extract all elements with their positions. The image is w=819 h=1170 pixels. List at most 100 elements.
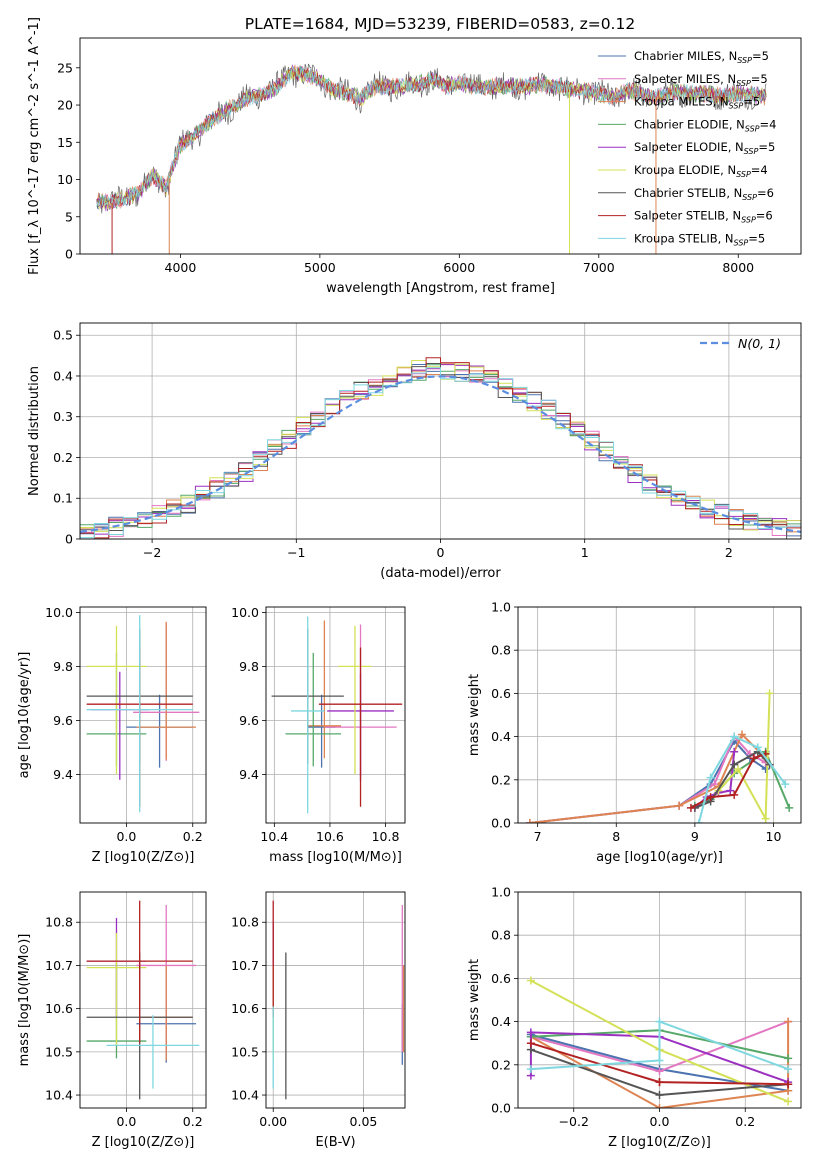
weight-marker xyxy=(734,765,743,773)
y-tick-label: 1.0 xyxy=(491,600,511,615)
x-axis-label: mass [log10(M/M⊙)] xyxy=(269,850,402,865)
panel-age-vs-mass: 10.4 10.6 10.8 9.4 9.6 9.8 10.0 mass [log10(M/M… xyxy=(231,605,406,865)
y-tick-label: 20 xyxy=(57,98,73,113)
y-tick-label: 0.8 xyxy=(491,643,511,658)
figure-title: PLATE=1684, MJD=53239, FIBERID=0583, z=0… xyxy=(245,15,635,33)
y-tick-label: 0.3 xyxy=(53,409,73,424)
y-tick-label: 9.4 xyxy=(239,767,259,782)
plot-area xyxy=(86,900,200,1100)
legend-label: Salpeter STELIB, NSSP=6 xyxy=(634,209,773,225)
x-tick-label: 9 xyxy=(691,829,699,844)
plot-area xyxy=(80,357,801,539)
y-tick-label: 0.2 xyxy=(491,1057,511,1072)
weight-marker xyxy=(686,803,695,812)
y-tick-label: 0.4 xyxy=(53,368,73,383)
x-axis-label: E(B-V) xyxy=(315,1135,355,1150)
y-tick-label: 10.4 xyxy=(45,1088,73,1103)
y-tick-label: 10.4 xyxy=(231,1088,259,1103)
x-tick-label: 1 xyxy=(581,545,589,560)
x-tick-label: 10.8 xyxy=(372,829,400,844)
weight-marker xyxy=(784,1065,793,1074)
legend: Chabrier MILES, NSSP=5 Salpeter MILES, NS… xyxy=(598,49,776,247)
y-tick-label: 10 xyxy=(57,172,73,187)
weight-marker xyxy=(784,1080,793,1089)
y-tick-label: 0.4 xyxy=(491,1014,511,1029)
y-tick-label: 0.6 xyxy=(491,686,511,701)
y-tick-label: 9.6 xyxy=(53,713,73,728)
x-tick-label: 5000 xyxy=(304,260,336,275)
y-tick-label: 10.0 xyxy=(231,605,259,620)
x-tick-label: 2 xyxy=(725,545,733,560)
weight-marker xyxy=(785,803,794,812)
legend-label: Kroupa ELODIE, NSSP=4 xyxy=(634,163,768,179)
axes-frame xyxy=(79,891,207,1109)
y-tick-label: 9.6 xyxy=(239,713,259,728)
y-tick-label: 0.0 xyxy=(491,816,511,831)
spectrum-line xyxy=(96,67,767,208)
panel-age-vs-Z: 0.0 0.2 9.4 9.6 9.8 10.0 Z [log10(Z/Z⊙)] age [l… xyxy=(17,605,207,865)
weight-marker xyxy=(525,819,534,823)
y-tick-label: 10.6 xyxy=(45,1001,73,1016)
weight-marker xyxy=(784,1097,793,1106)
x-axis-label: wavelength [Angstrom, rest frame] xyxy=(326,281,555,296)
y-tick-label: 9.8 xyxy=(53,659,73,674)
axes-frame xyxy=(79,322,802,540)
x-tick-label: 0 xyxy=(437,545,445,560)
weight-marker xyxy=(730,760,739,769)
x-tick-label: 0.2 xyxy=(735,1114,755,1129)
plot-area xyxy=(272,900,405,1100)
x-tick-label: 7 xyxy=(534,829,542,844)
x-tick-label: 0.0 xyxy=(650,1114,670,1129)
weight-marker xyxy=(730,747,739,756)
legend-label: Salpeter MILES, NSSP=5 xyxy=(634,72,768,88)
weight-marker xyxy=(655,1017,664,1026)
y-tick-label: 10.7 xyxy=(231,958,259,973)
weight-marker xyxy=(655,1104,664,1108)
panel-weight-vs-Z: −0.2 0.0 0.2 0.0 0.2 0.4 0.6 0.8 1.0 Z [log10(Z/Z… xyxy=(467,885,802,1150)
weight-marker xyxy=(784,1054,793,1063)
weight-marker xyxy=(655,1067,664,1076)
y-axis-label: mass [log10(M/M⊙)] xyxy=(17,934,32,1067)
weight-marker xyxy=(526,976,535,985)
panel-weight-vs-age: 7 8 9 10 0.0 0.2 0.4 0.6 0.8 1.0 age [log10(age/yr… xyxy=(467,600,802,865)
y-tick-label: 0.0 xyxy=(491,1101,511,1116)
plot-area xyxy=(96,63,767,254)
weight-marker xyxy=(730,790,739,799)
y-tick-label: 1.0 xyxy=(491,885,511,900)
weight-marker xyxy=(655,1056,664,1065)
y-tick-label: 0.4 xyxy=(491,729,511,744)
y-tick-label: 0 xyxy=(65,532,73,547)
x-axis-label: Z [log10(Z/Z⊙)] xyxy=(608,1135,711,1150)
y-axis-label: age [log10(age/yr)] xyxy=(17,652,32,779)
weight-marker xyxy=(655,1078,664,1087)
legend-label: Kroupa MILES, NSSP=5 xyxy=(634,95,760,111)
x-tick-label: 0.05 xyxy=(350,1114,378,1129)
axes-frame xyxy=(79,37,802,255)
legend-label: Chabrier MILES, NSSP=5 xyxy=(634,49,769,65)
x-tick-label: 10.6 xyxy=(316,829,344,844)
histogram-step xyxy=(80,367,801,539)
y-tick-label: 9.4 xyxy=(53,767,73,782)
weight-marker xyxy=(726,786,735,795)
panel-residuals: −2 −1 0 1 2 0 0.1 0.2 0.3 0.4 0.5 N(0, 1) (data-mode… xyxy=(27,322,802,581)
legend-label: Salpeter ELODIE, NSSP=5 xyxy=(634,140,775,156)
plot-area xyxy=(525,689,794,823)
axes-frame xyxy=(79,606,207,824)
weight-marker xyxy=(738,730,747,739)
weight-marker xyxy=(784,1017,793,1026)
axes-frame xyxy=(265,891,406,1109)
y-tick-label: 10.8 xyxy=(231,915,259,930)
weight-marker xyxy=(694,819,703,823)
x-axis-label: (data-model)/error xyxy=(380,566,501,581)
x-tick-label: 0.2 xyxy=(183,1114,203,1129)
axes-frame xyxy=(517,606,802,824)
legend-label: N(0, 1) xyxy=(738,336,781,351)
legend-label: Kroupa STELIB, NSSP=5 xyxy=(634,231,765,247)
y-tick-label: 9.8 xyxy=(239,659,259,674)
x-tick-label: 0.2 xyxy=(183,829,203,844)
weight-marker xyxy=(526,1039,535,1048)
weight-line xyxy=(529,1031,789,1084)
weight-marker xyxy=(655,1091,664,1100)
y-tick-label: 10.0 xyxy=(45,605,73,620)
